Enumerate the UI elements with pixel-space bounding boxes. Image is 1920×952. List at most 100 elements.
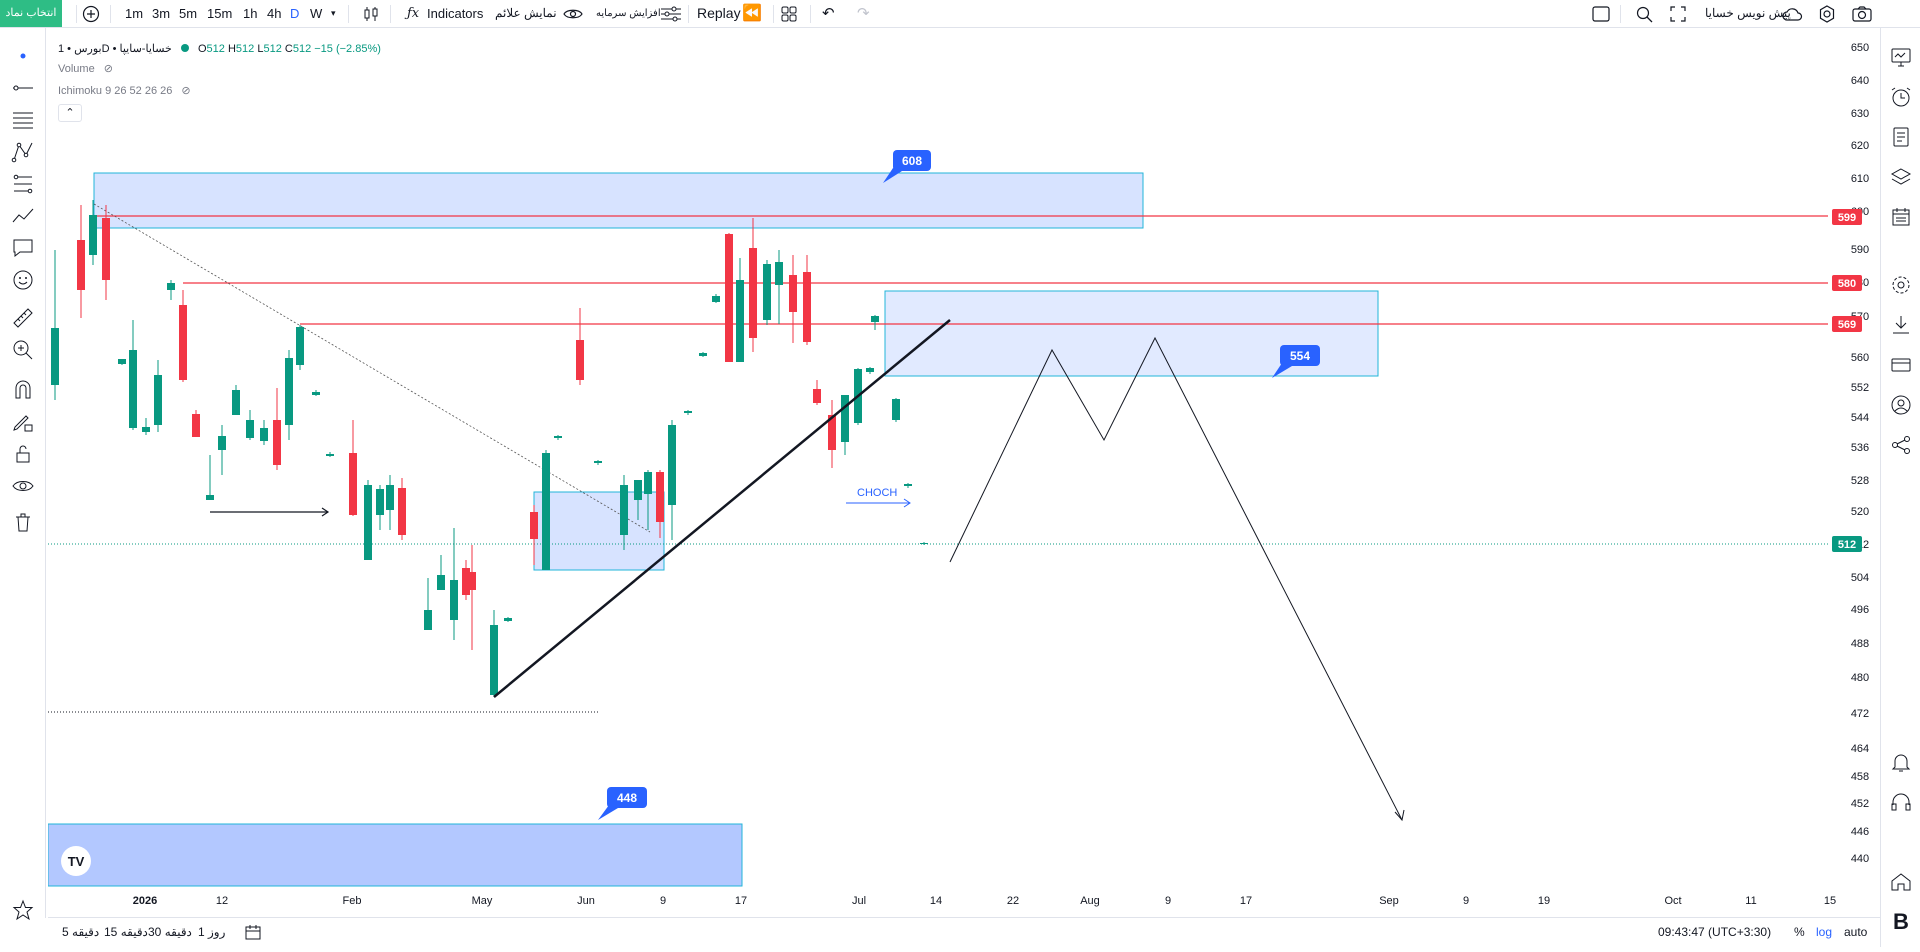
candle[interactable]	[437, 555, 445, 590]
candle[interactable]	[129, 320, 137, 430]
candle[interactable]	[386, 475, 394, 530]
candle[interactable]	[326, 452, 334, 457]
range-30m[interactable]: 30 دقیقه	[148, 925, 192, 939]
candle[interactable]	[424, 578, 432, 630]
candle[interactable]	[699, 352, 707, 357]
alarm-clock-icon[interactable]	[1889, 85, 1913, 109]
layout-grid-icon[interactable]	[781, 0, 797, 27]
dotted-trendline[interactable]	[93, 203, 651, 533]
candle[interactable]	[364, 480, 372, 560]
interval-w[interactable]: W	[310, 6, 323, 21]
candle[interactable]	[775, 250, 783, 324]
fib-icon[interactable]	[11, 172, 35, 196]
signals-button[interactable]: نمایش علائم	[495, 6, 557, 20]
layers-icon[interactable]	[1889, 165, 1913, 189]
candle[interactable]	[920, 542, 928, 545]
candle[interactable]	[450, 528, 458, 640]
lock-icon[interactable]	[11, 442, 35, 466]
candle[interactable]	[192, 410, 200, 437]
clock-display[interactable]: 09:43:47 (UTC+3:30)	[1658, 925, 1772, 939]
ascending-trendline[interactable]	[493, 319, 951, 698]
candle[interactable]	[803, 255, 811, 345]
demand-zone-bottom[interactable]	[48, 823, 743, 887]
range-5m[interactable]: 5 دقیقه	[62, 925, 100, 939]
candle[interactable]	[312, 390, 320, 396]
candle[interactable]	[77, 205, 85, 318]
candle[interactable]	[89, 200, 97, 265]
interval-5m[interactable]: 5m	[179, 6, 198, 21]
candle[interactable]	[634, 480, 642, 520]
candle[interactable]	[644, 470, 652, 530]
candle[interactable]	[828, 400, 836, 468]
callout-554[interactable]: 554	[1272, 345, 1320, 378]
candle[interactable]	[154, 360, 162, 432]
cursor-dot-icon[interactable]	[11, 44, 35, 68]
percent-toggle[interactable]: %	[1794, 925, 1805, 939]
price-axis[interactable]	[1828, 30, 1878, 900]
monitor-icon[interactable]	[1889, 45, 1913, 69]
magnet-icon[interactable]	[11, 378, 35, 402]
headset-icon[interactable]	[1889, 790, 1913, 814]
candle[interactable]	[118, 359, 126, 365]
settings-icon[interactable]	[1889, 273, 1913, 297]
eye-icon[interactable]	[563, 0, 583, 27]
candle[interactable]	[542, 450, 550, 570]
candle[interactable]	[260, 420, 268, 445]
notes-icon[interactable]	[1889, 125, 1913, 149]
candle[interactable]	[102, 205, 110, 300]
candle[interactable]	[468, 545, 476, 650]
star-icon[interactable]	[11, 898, 35, 922]
interval-d[interactable]: D	[290, 6, 300, 21]
candle[interactable]	[142, 418, 150, 435]
forecast-draft-button[interactable]: پیش نویس خسایا	[1705, 6, 1791, 20]
candle[interactable]	[725, 233, 733, 362]
candle[interactable]	[218, 425, 226, 475]
candle[interactable]	[749, 218, 757, 352]
horizontal-lines-icon[interactable]	[11, 108, 35, 132]
candle[interactable]	[668, 420, 676, 540]
candle[interactable]	[273, 388, 281, 470]
choch-label[interactable]: CHOCH	[857, 487, 897, 499]
candle[interactable]	[656, 470, 664, 538]
range-15m[interactable]: 15 دقیقه	[104, 925, 148, 939]
fullscreen-box-icon[interactable]	[1592, 0, 1610, 27]
interval-3m[interactable]: 3m	[152, 6, 171, 21]
volume-row[interactable]: Volume ⊘	[58, 58, 381, 80]
interval-4h[interactable]: 4h	[267, 6, 282, 21]
candles-icon[interactable]	[362, 0, 380, 27]
demand-zone[interactable]	[533, 491, 665, 571]
candle[interactable]	[841, 395, 849, 455]
hidden-eye-icon[interactable]: ⊘	[181, 85, 191, 97]
expand-icon[interactable]	[1670, 0, 1686, 27]
zoom-search-icon[interactable]	[1635, 0, 1653, 27]
add-symbol-button[interactable]	[82, 0, 102, 27]
interval-15m[interactable]: 15m	[207, 6, 233, 21]
candle[interactable]	[620, 475, 628, 550]
candle[interactable]	[892, 398, 900, 422]
zoom-in-icon[interactable]	[11, 338, 35, 362]
broker-b-icon[interactable]: B	[1893, 909, 1909, 934]
fx-icon[interactable]: ƒx	[407, 6, 420, 21]
comment-icon[interactable]	[11, 236, 35, 260]
interval-1m[interactable]: 1m	[125, 6, 144, 21]
candle[interactable]	[349, 420, 357, 516]
hidden-eye-icon[interactable]: ⊘	[103, 63, 113, 75]
home-icon[interactable]	[1889, 870, 1913, 894]
symbol-title[interactable]: بورس • 1D • خسایا-سایپا	[58, 43, 172, 55]
camera-icon[interactable]	[1852, 0, 1872, 27]
symbol-search-button[interactable]: انتخاب نماد	[0, 0, 62, 27]
candle[interactable]	[594, 460, 602, 465]
log-toggle[interactable]: log	[1816, 925, 1833, 939]
auto-toggle[interactable]: auto	[1844, 925, 1868, 939]
undo-icon[interactable]: ↶	[822, 5, 835, 22]
collapse-legend-button[interactable]: ⌃	[58, 104, 82, 122]
candle[interactable]	[179, 290, 187, 382]
capital-increase-button[interactable]: افزایش سرمایه	[596, 8, 661, 19]
candle[interactable]	[462, 560, 470, 600]
date-range-icon[interactable]	[244, 918, 262, 947]
share-icon[interactable]	[1889, 433, 1913, 457]
candle[interactable]	[789, 255, 797, 343]
download-icon[interactable]	[1889, 313, 1913, 337]
replay-button[interactable]: Replay	[697, 5, 741, 21]
gear-icon[interactable]	[1818, 0, 1836, 27]
